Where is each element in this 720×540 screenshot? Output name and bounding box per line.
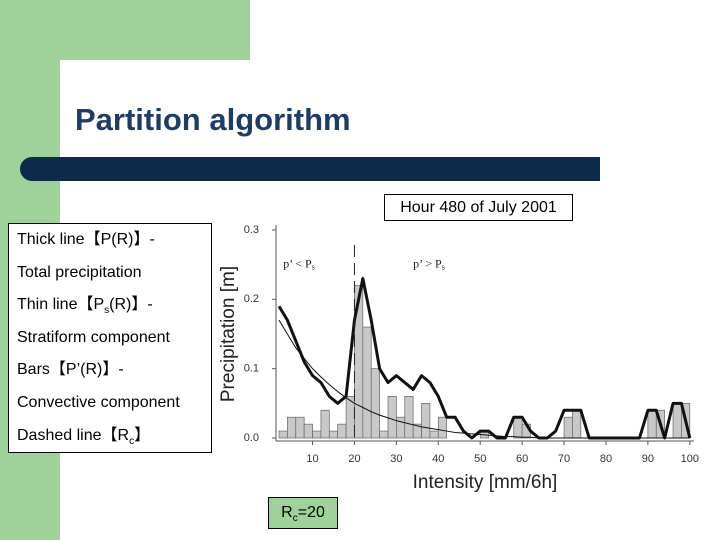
x-tick-label: 50 [474, 453, 486, 465]
caption: Hour 480 of July 2001 [384, 194, 573, 221]
text-part: Total precipitation [17, 263, 142, 281]
annotation: p’ < Ps [283, 256, 315, 271]
y-axis-label: Precipitation [m] [218, 266, 239, 402]
x-tick-label: 100 [681, 453, 699, 465]
annotation: p’ > Ps [413, 256, 445, 271]
bar [513, 416, 523, 439]
notes: Thick line【P(R)】- Total precipitation Thin… [8, 223, 212, 453]
text-part: =20 [297, 504, 325, 521]
text-part: Dashed line【R [17, 426, 130, 444]
slide-title: Partition algorithm [75, 102, 351, 137]
rc-label: Rc=20 [268, 497, 338, 529]
bar [387, 396, 397, 439]
bar [379, 430, 389, 439]
text-part: Bars【P’(R)】- [17, 361, 124, 379]
bar [287, 416, 297, 439]
text-part: R [281, 504, 293, 521]
bar [370, 368, 380, 439]
bar [563, 416, 573, 439]
bar [421, 402, 431, 439]
bar [572, 409, 582, 439]
decor [0, 0, 250, 60]
text-part: Stratiform component [17, 328, 170, 346]
text-part: Thick line【P(R)】- [17, 231, 155, 248]
bar [328, 430, 339, 439]
x-tick-label: 10 [306, 453, 318, 465]
title-bar [20, 157, 600, 181]
note-line: Thin line【Ps(R)】- [9, 289, 211, 322]
bar [295, 416, 305, 439]
y-tick-label: 0.2 [244, 293, 259, 305]
x-tick-label: 20 [348, 453, 360, 465]
bar [320, 409, 330, 439]
text-part: c [292, 513, 298, 525]
x-tick-label: 80 [600, 453, 612, 465]
x-tick-label: 90 [642, 453, 654, 465]
bar [278, 430, 288, 439]
text-part: Convective component [17, 393, 180, 411]
text-part: s [442, 262, 445, 271]
y-tick-label: 0.0 [244, 432, 259, 444]
x-tick-label: 40 [432, 453, 444, 465]
note-line: Bars【P’(R)】- [9, 354, 211, 387]
bar [404, 396, 414, 439]
text-part: c [129, 435, 135, 447]
bar [672, 402, 682, 439]
text-part: s [312, 262, 315, 271]
note-line: Thick line【P(R)】- [9, 224, 211, 257]
bar [337, 423, 347, 439]
bar [396, 416, 406, 439]
line [277, 277, 692, 440]
bar [647, 409, 657, 439]
text-part: p’ < P [283, 256, 312, 270]
note-line: Convective component [9, 387, 211, 420]
note-line: Dashed line【Rc】 [9, 420, 211, 453]
bar [362, 326, 372, 439]
note-line: Stratiform component [9, 322, 211, 355]
text-part: (R)】- [109, 296, 153, 314]
x-tick-label: 60 [516, 453, 528, 465]
text-part: s [104, 305, 110, 317]
text-part: p’ > P [413, 256, 442, 270]
x-tick-label: 30 [390, 453, 402, 465]
note-line: Total precipitation [9, 257, 211, 290]
bar [437, 416, 448, 439]
text-part: 】 [134, 426, 151, 444]
x-axis-label: Intensity [mm/6h] [413, 472, 558, 493]
text-part: Thin line【P [17, 296, 105, 314]
y-tick-label: 0.1 [244, 363, 259, 375]
bar [429, 430, 439, 439]
bar [312, 430, 322, 439]
line [278, 319, 690, 439]
bar [303, 423, 313, 439]
x-tick-label: 70 [558, 453, 570, 465]
y-tick-label: 0.3 [244, 224, 259, 236]
